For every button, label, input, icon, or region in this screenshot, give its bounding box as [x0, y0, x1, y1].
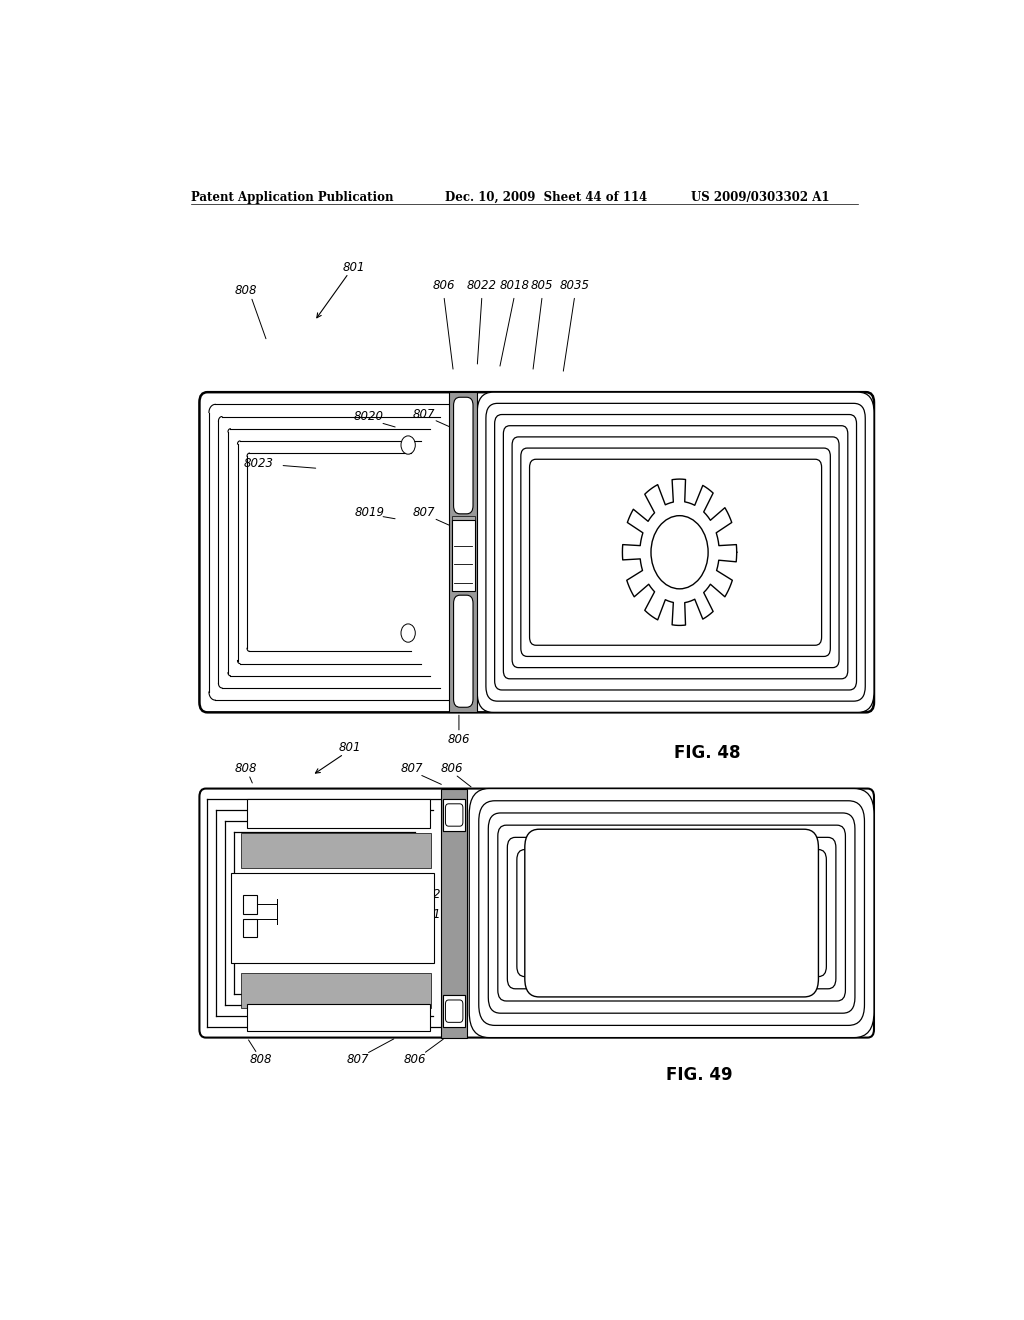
- Bar: [243, 895, 257, 913]
- FancyBboxPatch shape: [488, 813, 855, 1014]
- Circle shape: [401, 624, 416, 643]
- Text: Dec. 10, 2009  Sheet 44 of 114: Dec. 10, 2009 Sheet 44 of 114: [445, 191, 648, 203]
- Text: Patent Application Publication: Patent Application Publication: [191, 191, 394, 203]
- Text: 806: 806: [432, 279, 455, 292]
- FancyBboxPatch shape: [477, 392, 873, 713]
- Bar: [452, 554, 475, 566]
- Text: US 2009/0303302 A1: US 2009/0303302 A1: [691, 191, 830, 203]
- Text: FIG. 48: FIG. 48: [674, 744, 740, 762]
- Text: 807: 807: [347, 1053, 370, 1067]
- Text: 8019: 8019: [419, 908, 449, 921]
- Circle shape: [401, 436, 416, 454]
- FancyBboxPatch shape: [495, 414, 856, 690]
- Text: 808: 808: [250, 1053, 272, 1067]
- FancyBboxPatch shape: [498, 825, 846, 1001]
- Text: 806: 806: [440, 762, 463, 775]
- Text: 807: 807: [413, 408, 435, 421]
- FancyBboxPatch shape: [479, 801, 864, 1026]
- Text: 8035: 8035: [560, 279, 590, 292]
- Circle shape: [651, 516, 709, 589]
- Bar: [243, 919, 257, 937]
- Bar: [452, 520, 475, 590]
- Text: 807: 807: [413, 506, 435, 519]
- FancyBboxPatch shape: [529, 459, 821, 645]
- Bar: [241, 973, 431, 1007]
- Bar: [443, 799, 465, 832]
- Bar: [441, 788, 467, 1038]
- Bar: [231, 874, 433, 962]
- Bar: [247, 799, 430, 829]
- Text: 808: 808: [234, 284, 257, 297]
- Text: 801: 801: [339, 742, 361, 755]
- Bar: [443, 799, 465, 832]
- Bar: [452, 529, 475, 541]
- Bar: [443, 995, 465, 1027]
- Text: 808: 808: [234, 762, 257, 775]
- Text: 804: 804: [763, 457, 785, 470]
- Text: 8018: 8018: [500, 279, 529, 292]
- FancyBboxPatch shape: [486, 404, 865, 701]
- Bar: [452, 541, 475, 554]
- Text: 8023: 8023: [244, 457, 273, 470]
- FancyBboxPatch shape: [524, 829, 818, 997]
- Text: 805: 805: [531, 279, 554, 292]
- Text: 8020: 8020: [419, 888, 449, 900]
- Text: 8022: 8022: [467, 279, 497, 292]
- Text: 8020: 8020: [353, 411, 383, 424]
- FancyBboxPatch shape: [445, 804, 463, 826]
- Text: 806: 806: [404, 1053, 427, 1067]
- FancyBboxPatch shape: [517, 850, 826, 977]
- Bar: [241, 833, 431, 869]
- FancyBboxPatch shape: [200, 392, 873, 713]
- Text: 8019: 8019: [355, 506, 385, 519]
- FancyBboxPatch shape: [504, 426, 848, 678]
- FancyBboxPatch shape: [512, 437, 839, 668]
- FancyBboxPatch shape: [507, 837, 836, 989]
- Bar: [452, 568, 475, 579]
- Text: FIG. 49: FIG. 49: [666, 1067, 733, 1084]
- Bar: [450, 392, 477, 713]
- FancyBboxPatch shape: [445, 1001, 463, 1022]
- FancyBboxPatch shape: [200, 788, 873, 1038]
- FancyBboxPatch shape: [454, 595, 473, 708]
- FancyBboxPatch shape: [469, 788, 873, 1038]
- FancyBboxPatch shape: [521, 447, 830, 656]
- Text: 801: 801: [343, 260, 366, 273]
- Bar: [247, 1005, 430, 1031]
- Bar: [443, 995, 465, 1027]
- Bar: [452, 516, 475, 528]
- Text: 806: 806: [447, 734, 470, 746]
- Text: 807: 807: [400, 762, 423, 775]
- FancyBboxPatch shape: [454, 397, 473, 513]
